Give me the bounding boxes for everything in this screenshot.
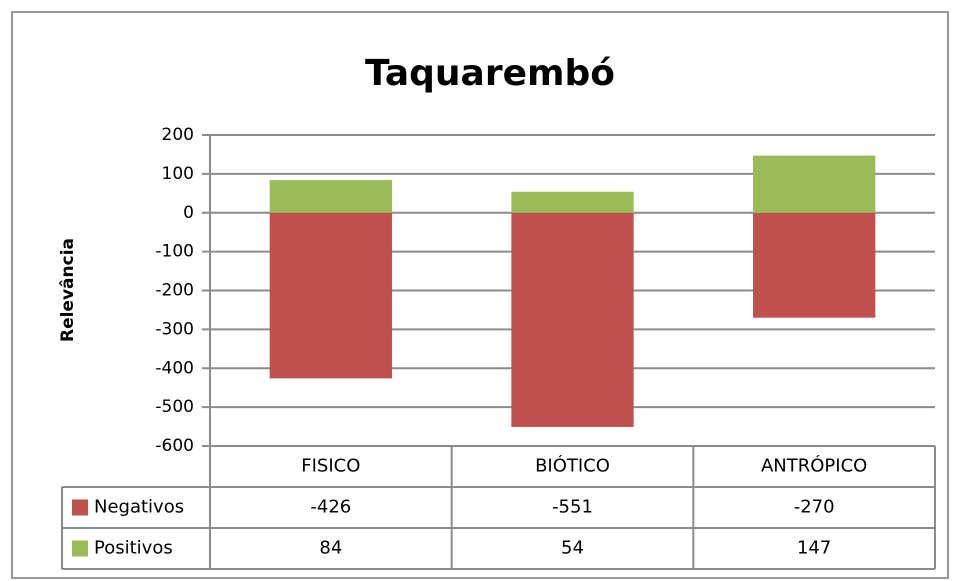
bar [511,191,634,213]
table-value: -270 [794,497,835,518]
y-axis-label: Relevância [58,238,78,342]
bar [753,155,876,213]
y-tick-label: -400 [155,358,194,378]
y-tick-label: -500 [155,397,194,417]
x-tick-label: FISICO [301,456,360,477]
legend-label: Positivos [94,538,173,559]
table-value: 54 [561,538,584,559]
bar [511,212,634,427]
bar [753,212,876,318]
y-tick-label: -200 [155,281,194,301]
x-tick-label: ANTRÓPICO [761,455,867,477]
y-tick-label: 200 [162,125,194,145]
y-tick-label: -600 [155,436,194,456]
bar [269,180,392,213]
y-tick-label: -300 [155,319,194,339]
bar [269,212,392,379]
table-value: -426 [310,497,351,518]
y-tick-label: 0 [183,203,194,223]
chart-title: Taquarembó [365,53,615,94]
x-tick-label: BIÓTICO [535,455,610,477]
legend-label: Negativos [94,497,184,518]
table-value: -551 [552,497,593,518]
legend-swatch [72,540,88,557]
y-tick-label: 100 [162,164,194,184]
y-tick-label: -100 [155,242,194,262]
table-value: 84 [319,538,342,559]
table-value: 147 [797,538,831,559]
legend-swatch [72,499,88,516]
